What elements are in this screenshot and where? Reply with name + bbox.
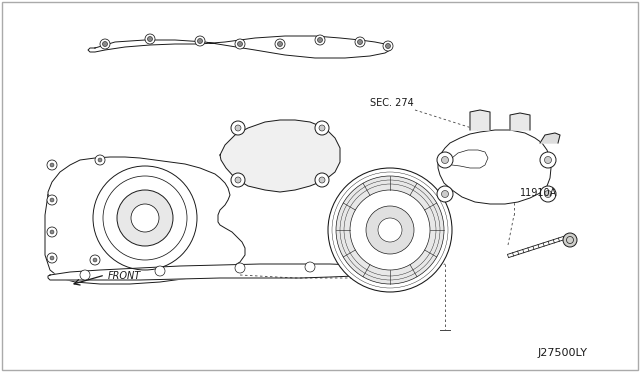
- Circle shape: [563, 233, 577, 247]
- Circle shape: [540, 152, 556, 168]
- Circle shape: [195, 36, 205, 46]
- Text: SEC. 274: SEC. 274: [370, 98, 413, 108]
- Circle shape: [47, 253, 57, 263]
- Circle shape: [117, 190, 173, 246]
- Circle shape: [437, 152, 453, 168]
- Circle shape: [231, 173, 245, 187]
- Circle shape: [315, 121, 329, 135]
- Text: 11910A: 11910A: [520, 188, 557, 198]
- Circle shape: [235, 125, 241, 131]
- Circle shape: [93, 166, 197, 270]
- Circle shape: [350, 190, 430, 270]
- Polygon shape: [220, 120, 340, 192]
- Circle shape: [545, 190, 552, 198]
- Polygon shape: [48, 264, 375, 280]
- Circle shape: [378, 218, 402, 242]
- Circle shape: [235, 177, 241, 183]
- Circle shape: [198, 38, 202, 44]
- Polygon shape: [88, 36, 390, 58]
- Circle shape: [50, 163, 54, 167]
- Circle shape: [131, 204, 159, 232]
- Circle shape: [317, 38, 323, 42]
- Polygon shape: [540, 133, 560, 143]
- Circle shape: [385, 44, 390, 48]
- Circle shape: [383, 41, 393, 51]
- Polygon shape: [470, 110, 490, 130]
- Circle shape: [102, 42, 108, 46]
- Circle shape: [442, 157, 449, 164]
- Circle shape: [100, 39, 110, 49]
- Circle shape: [50, 198, 54, 202]
- Text: FRONT: FRONT: [108, 271, 141, 281]
- Polygon shape: [45, 157, 245, 284]
- Circle shape: [319, 125, 325, 131]
- Circle shape: [93, 258, 97, 262]
- Circle shape: [278, 42, 282, 46]
- Circle shape: [98, 158, 102, 162]
- Circle shape: [540, 186, 556, 202]
- Circle shape: [305, 262, 315, 272]
- Circle shape: [328, 168, 452, 292]
- Circle shape: [155, 266, 165, 276]
- Circle shape: [355, 37, 365, 47]
- Circle shape: [50, 230, 54, 234]
- Circle shape: [90, 255, 100, 265]
- Circle shape: [80, 270, 90, 280]
- Circle shape: [231, 121, 245, 135]
- Circle shape: [545, 157, 552, 164]
- Circle shape: [47, 227, 57, 237]
- Circle shape: [275, 39, 285, 49]
- Circle shape: [147, 36, 152, 42]
- Circle shape: [237, 42, 243, 46]
- Circle shape: [50, 256, 54, 260]
- Circle shape: [315, 35, 325, 45]
- Circle shape: [47, 160, 57, 170]
- Circle shape: [315, 173, 329, 187]
- Circle shape: [355, 263, 365, 273]
- Polygon shape: [438, 130, 551, 204]
- Circle shape: [95, 155, 105, 165]
- Circle shape: [437, 186, 453, 202]
- Circle shape: [145, 34, 155, 44]
- Circle shape: [336, 176, 444, 284]
- Circle shape: [47, 195, 57, 205]
- Text: J27500LY: J27500LY: [538, 348, 588, 358]
- Circle shape: [358, 39, 362, 45]
- Circle shape: [235, 39, 245, 49]
- Circle shape: [366, 206, 414, 254]
- Polygon shape: [510, 113, 530, 130]
- Circle shape: [442, 190, 449, 198]
- Circle shape: [235, 263, 245, 273]
- Circle shape: [319, 177, 325, 183]
